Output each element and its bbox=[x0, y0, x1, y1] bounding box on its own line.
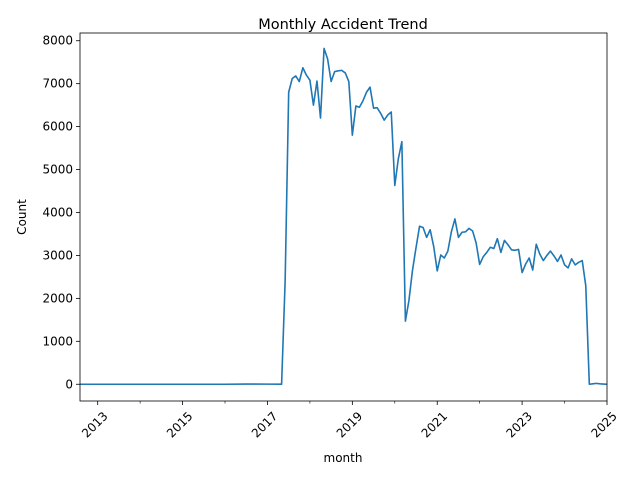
y-tick-label: 0 bbox=[65, 377, 73, 391]
plot-frame bbox=[79, 32, 608, 402]
y-tick-label: 3000 bbox=[42, 248, 73, 262]
y-tick-label: 4000 bbox=[42, 205, 73, 219]
chart-title: Monthly Accident Trend bbox=[258, 17, 428, 33]
x-axis-label: month bbox=[324, 451, 363, 465]
series-line bbox=[80, 47, 608, 386]
y-tick-label: 1000 bbox=[42, 334, 73, 348]
y-tick-label: 7000 bbox=[42, 77, 73, 91]
y-axis-ticks: 0 1000 2000 3000 4000 5000 6000 7000 8000 bbox=[42, 34, 80, 391]
y-tick-label: 5000 bbox=[42, 163, 73, 177]
y-tick-label: 2000 bbox=[42, 291, 73, 305]
y-axis-label: Count bbox=[15, 199, 29, 235]
y-tick-label: 8000 bbox=[42, 34, 73, 48]
y-tick-label: 6000 bbox=[42, 120, 73, 134]
